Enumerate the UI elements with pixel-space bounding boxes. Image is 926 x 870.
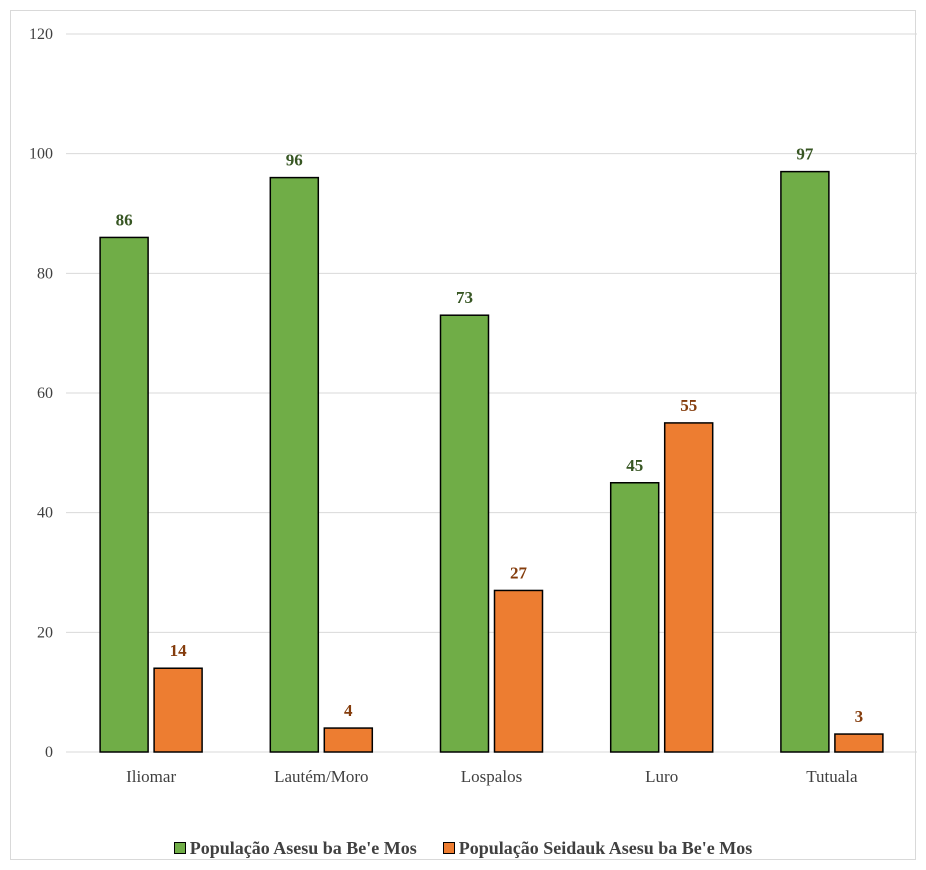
- bar-accessed: [99, 236, 149, 753]
- legend-swatch-green: [173, 842, 186, 854]
- bar-chart: 0 20 40 60 80 100 120 86 14 Iliomar 96 4 Lautém/Moro…: [29, 26, 917, 786]
- bar-accessed: [609, 482, 660, 753]
- y-tick-label: 100: [29, 146, 53, 163]
- y-tick-label: 120: [29, 26, 53, 43]
- category-label: Tutuala: [806, 767, 858, 786]
- y-tick-label: 0: [45, 744, 53, 761]
- legend-item-accessed: População Asesu ba Be'e Mos: [173, 837, 417, 859]
- bar-accessed: [439, 314, 490, 753]
- data-label: 14: [170, 641, 188, 660]
- data-label: 86: [116, 210, 133, 229]
- data-label: 73: [456, 288, 473, 307]
- bar-not-accessed: [323, 727, 374, 753]
- data-label: 4: [344, 701, 353, 720]
- y-tick-label: 80: [37, 265, 53, 282]
- data-label: 27: [510, 563, 528, 582]
- legend: População Asesu ba Be'e Mos População Se…: [11, 833, 915, 863]
- category-label: Luro: [645, 767, 678, 786]
- legend-item-not-accessed: População Seidauk Asesu ba Be'e Mos: [442, 837, 753, 859]
- data-label: 97: [796, 145, 814, 164]
- bar-accessed: [269, 176, 320, 753]
- category-label: Lautém/Moro: [274, 767, 368, 786]
- category-label: Iliomar: [126, 767, 176, 786]
- bar-not-accessed: [493, 589, 544, 753]
- y-tick-label: 20: [37, 624, 53, 641]
- data-label: 96: [286, 151, 303, 170]
- y-tick-label: 40: [37, 505, 53, 522]
- category-label: Lospalos: [461, 767, 522, 786]
- legend-label-accessed: População Asesu ba Be'e Mos: [189, 837, 417, 858]
- data-label: 55: [680, 396, 697, 415]
- bar-not-accessed: [834, 733, 884, 753]
- legend-label-not-accessed: População Seidauk Asesu ba Be'e Mos: [458, 837, 753, 858]
- bar-accessed: [780, 170, 830, 753]
- bar-not-accessed: [663, 422, 714, 753]
- chart-frame: 0 20 40 60 80 100 120 86 14 Iliomar 96 4 Lautém/Moro…: [10, 10, 917, 863]
- y-tick-label: 60: [37, 385, 53, 402]
- data-label: 3: [855, 707, 864, 726]
- data-label: 45: [626, 456, 643, 475]
- legend-swatch-orange: [442, 842, 455, 854]
- bar-not-accessed: [153, 667, 203, 753]
